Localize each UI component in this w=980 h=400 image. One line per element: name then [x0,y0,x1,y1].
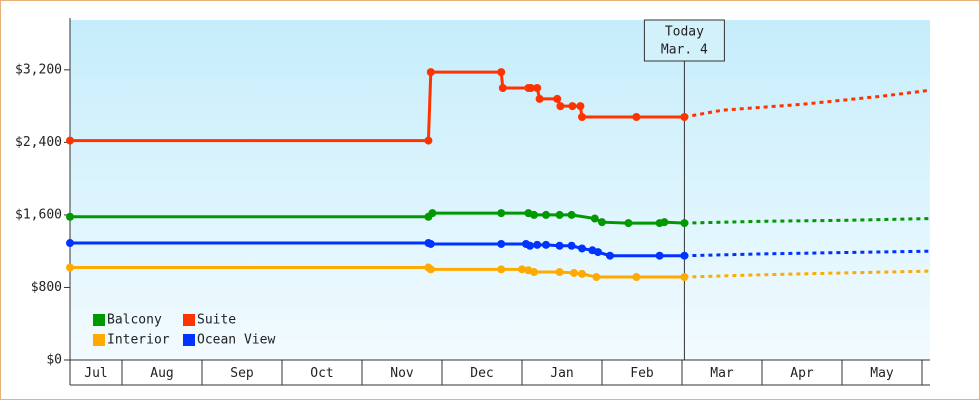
x-tick-label: Nov [390,366,414,381]
legend-swatch [183,334,195,346]
legend-swatch [93,334,105,346]
point [497,209,506,218]
x-tick-label: Sep [230,366,254,381]
y-tick-label: $3,200 [15,62,62,77]
y-tick-label: $0 [46,353,62,368]
point [526,84,535,92]
point [660,218,669,227]
forecast-line [684,88,931,119]
forecast-line [684,269,931,279]
point [576,102,585,111]
legend-label: Interior [107,333,170,348]
point [592,273,601,282]
series-line [70,241,685,258]
x-tick-label: Apr [790,366,814,381]
x-tick-label: Jul [84,366,107,381]
point [606,251,614,260]
point [594,248,602,257]
point [66,212,74,221]
point [535,94,544,103]
point [497,265,506,274]
point [553,94,562,103]
legend-swatch [183,314,195,326]
y-tick-label: $800 [31,280,62,295]
point [655,251,664,260]
point [426,239,435,248]
point [555,241,564,250]
today-box [643,19,725,62]
legend-label: Balcony [107,313,162,328]
point [578,244,586,253]
point [497,68,506,77]
x-tick-label: Aug [150,366,173,381]
forecast-line [684,249,931,258]
point [426,265,435,274]
point [598,218,606,227]
point [632,113,641,122]
forecast-line [684,217,931,225]
point [632,273,641,282]
point [533,84,542,92]
point [533,240,542,249]
point [526,241,534,250]
point [578,269,586,278]
point [680,219,689,228]
point [680,273,689,282]
x-tick-label: Oct [310,366,333,381]
legend-swatch [93,314,105,326]
point [497,239,506,248]
y-tick-label: $1,600 [15,207,62,222]
series-line [70,70,685,143]
point [542,240,550,249]
point [568,102,577,111]
x-tick-label: Jan [550,366,573,381]
point [66,263,74,272]
today-label: Today [665,25,704,40]
x-tick-label: May [870,366,894,381]
point [590,214,599,223]
plot-area [70,20,930,360]
point [530,268,538,277]
x-tick-label: Feb [630,366,654,381]
point [530,210,538,219]
y-tick-label: $2,400 [15,135,62,150]
point [66,239,74,248]
legend-label: Suite [197,313,236,328]
point [542,210,550,219]
point [66,136,74,145]
point [555,210,564,219]
point [428,209,437,218]
today-label: Mar. 4 [661,43,708,58]
point [518,265,526,274]
point [555,268,564,277]
legend-label: Ocean View [197,333,275,348]
point [556,102,565,111]
point [426,68,435,77]
x-tick-label: Mar [710,366,734,381]
point [680,113,689,122]
point [624,219,633,228]
x-tick-label: Dec [470,366,493,381]
point [570,268,578,277]
point [567,241,576,250]
point [424,136,433,145]
point [567,210,576,219]
point [498,84,507,92]
point [680,251,689,260]
point [578,113,586,122]
